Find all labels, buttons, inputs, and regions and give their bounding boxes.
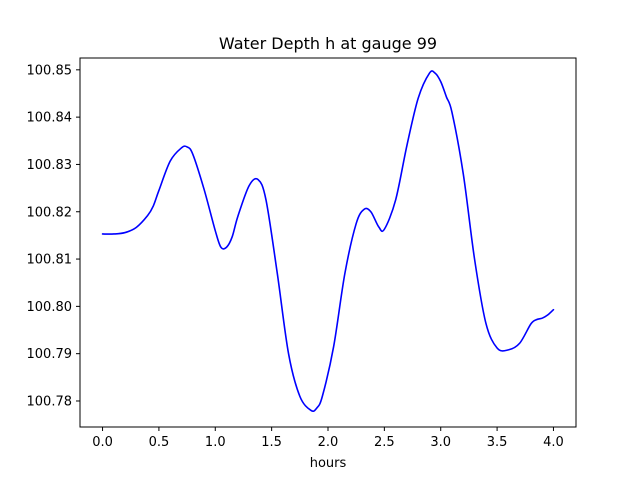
y-tick-label: 100.78 [27, 394, 73, 409]
y-tick-label: 100.83 [27, 158, 73, 173]
x-axis: 0.0 0.5 1.0 1.5 2.0 2.5 3.0 3.5 4.0 [92, 427, 564, 450]
x-tick-label: 0.0 [92, 435, 113, 450]
x-tick-label: 1.5 [261, 435, 282, 450]
x-tick-label: 2.5 [374, 435, 395, 450]
y-tick-label: 100.85 [27, 63, 73, 78]
y-tick-label: 100.79 [27, 347, 73, 362]
x-tick-label: 2.0 [318, 435, 339, 450]
y-tick-label: 100.81 [27, 253, 73, 268]
x-tick-label: 1.0 [205, 435, 226, 450]
y-tick-label: 100.82 [27, 205, 73, 220]
series-line-0 [101, 70, 555, 413]
x-tick-label: 4.0 [543, 435, 564, 450]
y-axis: 100.78 100.79 100.80 100.81 100.82 100.83 100.… [27, 63, 80, 409]
x-tick-label: 3.5 [487, 435, 508, 450]
x-tick-label: 0.5 [149, 435, 170, 450]
y-tick-label: 100.80 [27, 300, 73, 315]
x-axis-title: hours [310, 456, 347, 471]
chart-title: Water Depth h at gauge 99 [219, 34, 437, 53]
series-layer [101, 70, 555, 413]
y-tick-label: 100.84 [27, 111, 73, 126]
x-tick-label: 3.0 [430, 435, 451, 450]
